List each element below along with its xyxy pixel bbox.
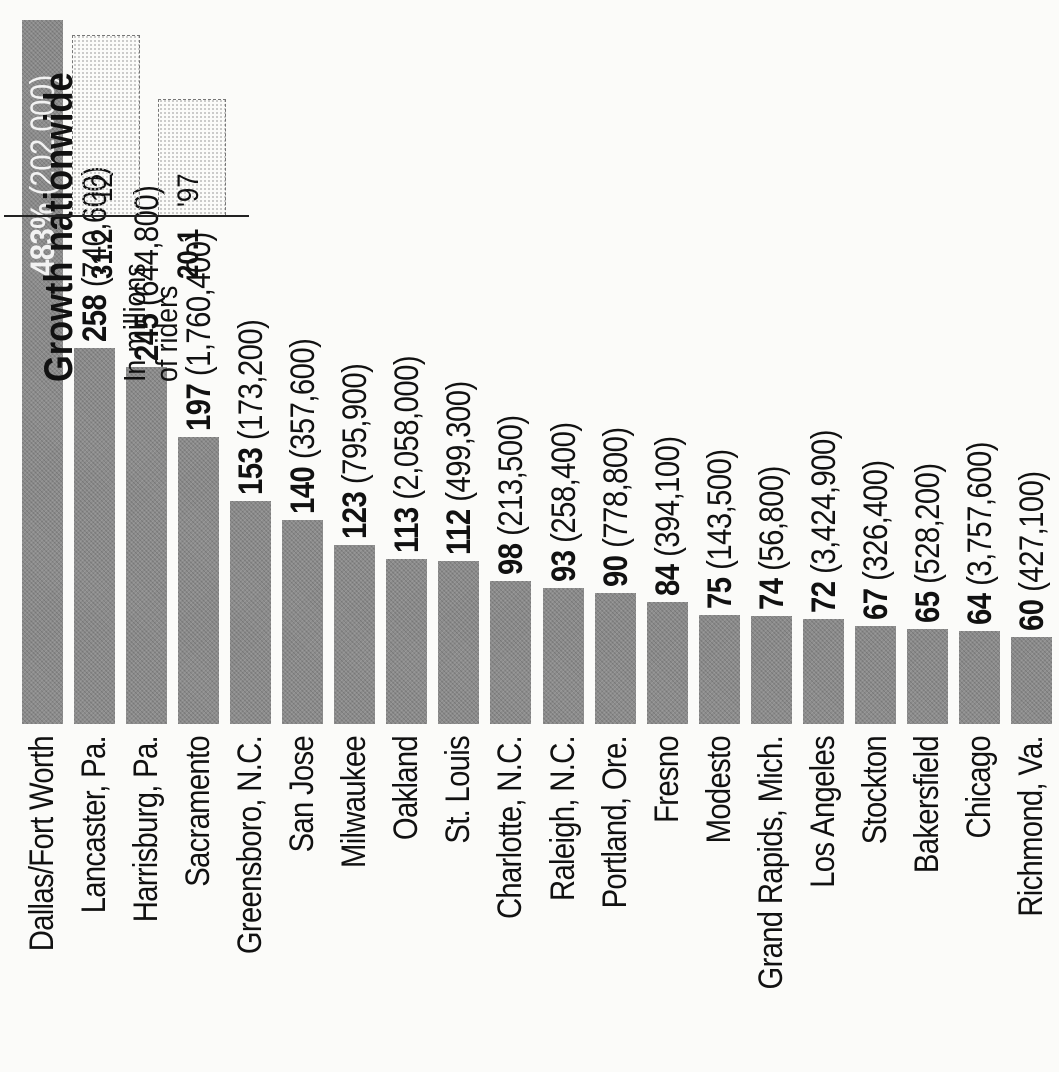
bar <box>490 581 532 724</box>
bar-riders: (326,400) <box>856 460 895 589</box>
city-label: Harrisburg, Pa. <box>127 736 166 923</box>
city-label: Dallas/Fort Worth <box>23 736 61 952</box>
bar-value-label: 112 (499,300) <box>439 381 479 555</box>
inset-subtitle-line1: In millions <box>117 263 152 382</box>
bar-percent: 258 <box>76 294 115 342</box>
bar <box>542 588 584 724</box>
city-label: Stockton <box>855 736 894 845</box>
bar-percent: 197 <box>180 383 219 431</box>
bar-percent: 75 <box>700 577 739 609</box>
bar <box>178 436 220 724</box>
bar-percent: 140 <box>284 466 323 514</box>
bar-percent: 84 <box>648 564 687 596</box>
bar-value-label: 60 (427,100) <box>1012 471 1052 631</box>
inset-value-label: 20.1 <box>172 228 205 279</box>
bar-percent: 90 <box>596 555 635 587</box>
bar-riders: (2,058,000) <box>388 356 427 508</box>
city-label: Los Angeles <box>803 736 842 888</box>
city-label: Charlotte, N.C. <box>491 736 530 920</box>
bar-riders: (3,424,900) <box>804 430 843 582</box>
bar-riders: (173,200) <box>232 319 271 448</box>
bar-value-label: 67 (326,400) <box>856 461 896 621</box>
bar <box>594 592 636 724</box>
bar-value-label: 74 (56,800) <box>752 466 792 610</box>
bar-percent: 65 <box>908 591 947 624</box>
city-label: Portland, Ore. <box>595 736 634 909</box>
city-label: Lancaster, Pa. <box>75 736 114 914</box>
city-label: Greensboro, N.C. <box>231 736 270 955</box>
inset-value-label: 31.2 <box>86 228 119 279</box>
bar-percent: 64 <box>960 593 999 625</box>
inset-subtitle-line2: of riders <box>149 285 184 382</box>
bar-percent: 60 <box>1012 599 1051 631</box>
bar-riders: (778,800) <box>596 427 635 556</box>
inset-year-label: '12 <box>86 173 119 207</box>
bar-riders: (56,800) <box>752 466 791 579</box>
bar <box>438 560 480 724</box>
bar <box>646 601 688 724</box>
bar-percent: 112 <box>440 509 479 555</box>
bar-value-label: 65 (528,200) <box>908 464 948 624</box>
bar-value-label: 98 (213,500) <box>491 416 531 576</box>
bar-riders: (357,600) <box>284 338 323 467</box>
bar-riders: (427,100) <box>1012 470 1051 600</box>
bar-riders: (143,500) <box>700 449 739 578</box>
bar-percent: 67 <box>856 588 895 621</box>
bar-percent: 113 <box>388 507 427 554</box>
city-label: Milwaukee <box>335 736 374 868</box>
bar-percent: 93 <box>544 550 583 583</box>
city-label: Richmond, Va. <box>1011 736 1050 917</box>
bar <box>334 544 376 724</box>
bar-value-label: 123 (795,900) <box>335 363 375 538</box>
bar-riders: (528,200) <box>908 463 947 592</box>
bar <box>802 619 844 724</box>
bar-percent: 153 <box>232 447 271 495</box>
bar-percent: 98 <box>492 543 531 576</box>
bar-value-label: 72 (3,424,900) <box>804 430 844 613</box>
bar-riders: (795,900) <box>336 363 375 492</box>
bar <box>386 559 428 724</box>
city-label: San Jose <box>283 736 322 853</box>
bar-riders: (258,400) <box>544 422 583 551</box>
bar-riders: (213,500) <box>492 415 531 544</box>
city-label: Oakland <box>387 736 426 841</box>
bar <box>750 616 792 724</box>
bar <box>854 626 896 724</box>
bar <box>698 614 740 724</box>
bar-value-label: 153 (173,200) <box>231 320 271 495</box>
bar-percent: 72 <box>804 581 843 614</box>
bar-percent: 74 <box>752 578 791 611</box>
bar-value-label: 93 (258,400) <box>544 423 584 583</box>
inset-axis-line <box>4 215 249 217</box>
bar-value-label: 84 (394,100) <box>648 436 688 596</box>
city-label: Raleigh, N.C. <box>543 736 582 901</box>
bar <box>74 347 116 724</box>
bar-percent: 123 <box>336 491 375 539</box>
city-label: Grand Rapids, Mich. <box>751 736 790 990</box>
city-label: Fresno <box>647 736 686 823</box>
bar-value-label: 64 (3,757,600) <box>960 442 1000 625</box>
bar-riders: (3,757,600) <box>960 441 999 594</box>
city-label: Modesto <box>699 736 738 844</box>
bar-value-label: 90 (778,800) <box>596 427 636 587</box>
city-label: St. Louis <box>439 736 478 844</box>
bar-value-label: 140 (357,600) <box>283 339 323 514</box>
bar-value-label: 113 (2,058,000) <box>387 356 427 553</box>
city-label: Sacramento <box>179 736 218 887</box>
inset-year-label: '97 <box>172 173 205 207</box>
bar-riders: (499,300) <box>440 380 479 510</box>
city-label: Chicago <box>959 736 998 839</box>
bar <box>282 519 324 724</box>
bar-value-label: 75 (143,500) <box>700 449 740 609</box>
bar <box>906 629 948 724</box>
bar <box>126 366 168 724</box>
bar <box>1010 636 1052 724</box>
city-label: Bakersfield <box>907 736 946 874</box>
bar-riders: (394,100) <box>648 435 687 565</box>
bar <box>958 630 1000 724</box>
bar <box>230 501 272 724</box>
